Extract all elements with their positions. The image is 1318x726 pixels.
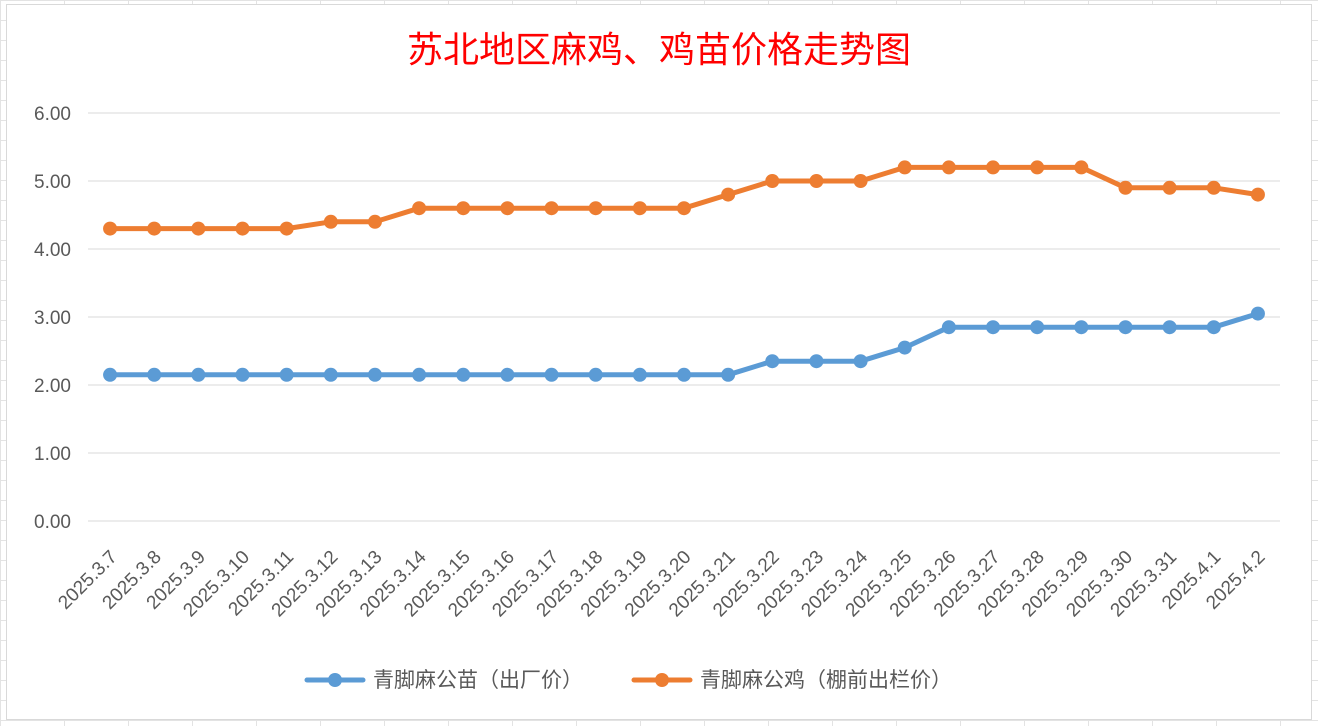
series-2 (103, 160, 1265, 236)
data-point[interactable] (544, 367, 559, 382)
data-point[interactable] (809, 354, 824, 369)
data-point[interactable] (986, 320, 1001, 335)
data-point[interactable] (103, 221, 118, 236)
y-tick-label: 3.00 (34, 308, 71, 329)
data-point[interactable] (853, 354, 868, 369)
legend-item-1[interactable]: 青脚麻公苗（出厂价） (304, 668, 583, 692)
legend[interactable]: 青脚麻公苗（出厂价） 青脚麻公鸡（棚前出栏价） (304, 668, 952, 692)
data-point[interactable] (1074, 160, 1089, 175)
y-tick-label: 2.00 (34, 376, 71, 397)
data-point[interactable] (412, 367, 427, 382)
data-point[interactable] (279, 367, 294, 382)
data-point[interactable] (1206, 180, 1221, 195)
data-point[interactable] (1250, 187, 1265, 202)
data-point[interactable] (941, 320, 956, 335)
x-axis-ticks: 2025.3.72025.3.82025.3.92025.3.102025.3.… (54, 546, 1269, 621)
data-point[interactable] (1162, 320, 1177, 335)
legend-swatch-marker (328, 673, 342, 687)
data-point[interactable] (986, 160, 1001, 175)
y-tick-label: 1.00 (34, 444, 71, 465)
data-point[interactable] (1030, 160, 1045, 175)
legend-swatch-marker (655, 673, 669, 687)
data-point[interactable] (1074, 320, 1089, 335)
legend-item-2[interactable]: 青脚麻公鸡（棚前出栏价） (631, 668, 952, 692)
data-point[interactable] (323, 214, 338, 229)
data-point[interactable] (897, 340, 912, 355)
data-point[interactable] (677, 201, 691, 216)
y-axis-ticks: 0.00 1.00 2.00 3.00 4.00 5.00 6.00 (34, 104, 71, 533)
data-point[interactable] (632, 367, 647, 382)
series-line (107, 164, 1261, 232)
data-point[interactable] (1162, 180, 1177, 195)
data-point[interactable] (279, 221, 294, 236)
data-point[interactable] (721, 367, 736, 382)
legend-label: 青脚麻公苗（出厂价） (373, 668, 583, 692)
y-tick-label: 4.00 (34, 240, 71, 261)
data-point[interactable] (544, 201, 559, 216)
data-point[interactable] (721, 187, 736, 202)
data-point[interactable] (1206, 320, 1221, 335)
data-point[interactable] (456, 201, 471, 216)
data-point[interactable] (500, 201, 515, 216)
chart-area[interactable] (6, 4, 1312, 720)
y-tick-label: 6.00 (34, 104, 71, 125)
data-point[interactable] (809, 174, 824, 188)
data-point[interactable] (412, 201, 427, 216)
data-point[interactable] (500, 367, 515, 382)
data-point[interactable] (103, 367, 118, 382)
y-tick-label: 5.00 (34, 172, 71, 193)
series-lines (103, 160, 1265, 382)
data-point[interactable] (367, 214, 382, 229)
legend-label: 青脚麻公鸡（棚前出栏价） (700, 668, 952, 692)
data-point[interactable] (941, 160, 956, 175)
data-point[interactable] (235, 367, 250, 382)
data-point[interactable] (1250, 306, 1265, 321)
chart-title: 苏北地区麻鸡、鸡苗价格走势图 (407, 30, 911, 71)
data-point[interactable] (853, 174, 868, 188)
data-point[interactable] (765, 354, 780, 369)
data-point[interactable] (897, 160, 912, 175)
data-point[interactable] (456, 367, 471, 382)
data-point[interactable] (323, 367, 338, 382)
data-point[interactable] (191, 221, 206, 236)
data-point[interactable] (1118, 320, 1133, 335)
data-point[interactable] (1118, 180, 1133, 195)
data-point[interactable] (147, 367, 162, 382)
data-point[interactable] (765, 174, 780, 188)
series-1 (103, 306, 1265, 382)
data-point[interactable] (191, 367, 206, 382)
gridlines (88, 112, 1280, 522)
data-point[interactable] (588, 367, 603, 382)
data-point[interactable] (367, 367, 382, 382)
y-tick-label: 0.00 (34, 512, 71, 533)
data-point[interactable] (632, 201, 647, 216)
data-point[interactable] (1030, 320, 1045, 335)
data-point[interactable] (588, 201, 603, 216)
data-point[interactable] (677, 367, 691, 382)
data-point[interactable] (147, 221, 162, 236)
data-point[interactable] (235, 221, 250, 236)
